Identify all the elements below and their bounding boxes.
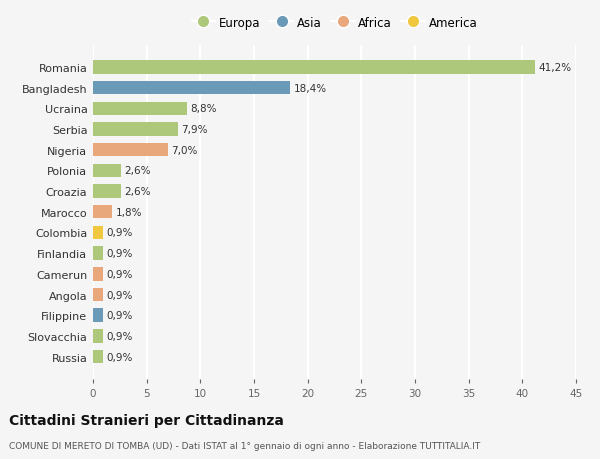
- Bar: [93, 164, 121, 178]
- Text: 0,9%: 0,9%: [106, 311, 132, 320]
- Text: 0,9%: 0,9%: [106, 331, 132, 341]
- Text: 18,4%: 18,4%: [294, 84, 327, 93]
- Bar: [93, 268, 103, 281]
- Text: 0,9%: 0,9%: [106, 228, 132, 238]
- Text: 7,9%: 7,9%: [181, 125, 208, 134]
- Text: 1,8%: 1,8%: [116, 207, 142, 217]
- Text: 0,9%: 0,9%: [106, 352, 132, 362]
- Bar: [93, 185, 121, 198]
- Text: 0,9%: 0,9%: [106, 290, 132, 300]
- Text: 8,8%: 8,8%: [191, 104, 217, 114]
- Text: Cittadini Stranieri per Cittadinanza: Cittadini Stranieri per Cittadinanza: [9, 413, 284, 427]
- Text: 7,0%: 7,0%: [172, 146, 198, 155]
- Text: 2,6%: 2,6%: [124, 187, 151, 196]
- Bar: [93, 61, 535, 74]
- Bar: [93, 226, 103, 240]
- Bar: [93, 144, 168, 157]
- Bar: [93, 330, 103, 343]
- Bar: [93, 206, 112, 219]
- Text: COMUNE DI MERETO DI TOMBA (UD) - Dati ISTAT al 1° gennaio di ogni anno - Elabora: COMUNE DI MERETO DI TOMBA (UD) - Dati IS…: [9, 441, 480, 450]
- Bar: [93, 247, 103, 260]
- Bar: [93, 350, 103, 364]
- Bar: [93, 288, 103, 302]
- Bar: [93, 123, 178, 136]
- Bar: [93, 309, 103, 322]
- Bar: [93, 82, 290, 95]
- Text: 0,9%: 0,9%: [106, 269, 132, 279]
- Bar: [93, 102, 187, 116]
- Text: 0,9%: 0,9%: [106, 249, 132, 258]
- Text: 41,2%: 41,2%: [538, 63, 572, 73]
- Text: 2,6%: 2,6%: [124, 166, 151, 176]
- Legend: Europa, Asia, Africa, America: Europa, Asia, Africa, America: [187, 12, 482, 34]
